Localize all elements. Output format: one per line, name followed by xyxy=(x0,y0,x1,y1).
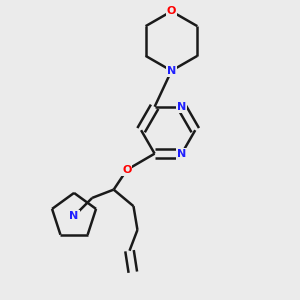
Text: O: O xyxy=(122,165,132,175)
Text: N: N xyxy=(177,102,186,112)
Text: N: N xyxy=(69,211,79,221)
Text: N: N xyxy=(167,66,176,76)
Text: N: N xyxy=(177,148,186,159)
Text: O: O xyxy=(167,6,176,16)
